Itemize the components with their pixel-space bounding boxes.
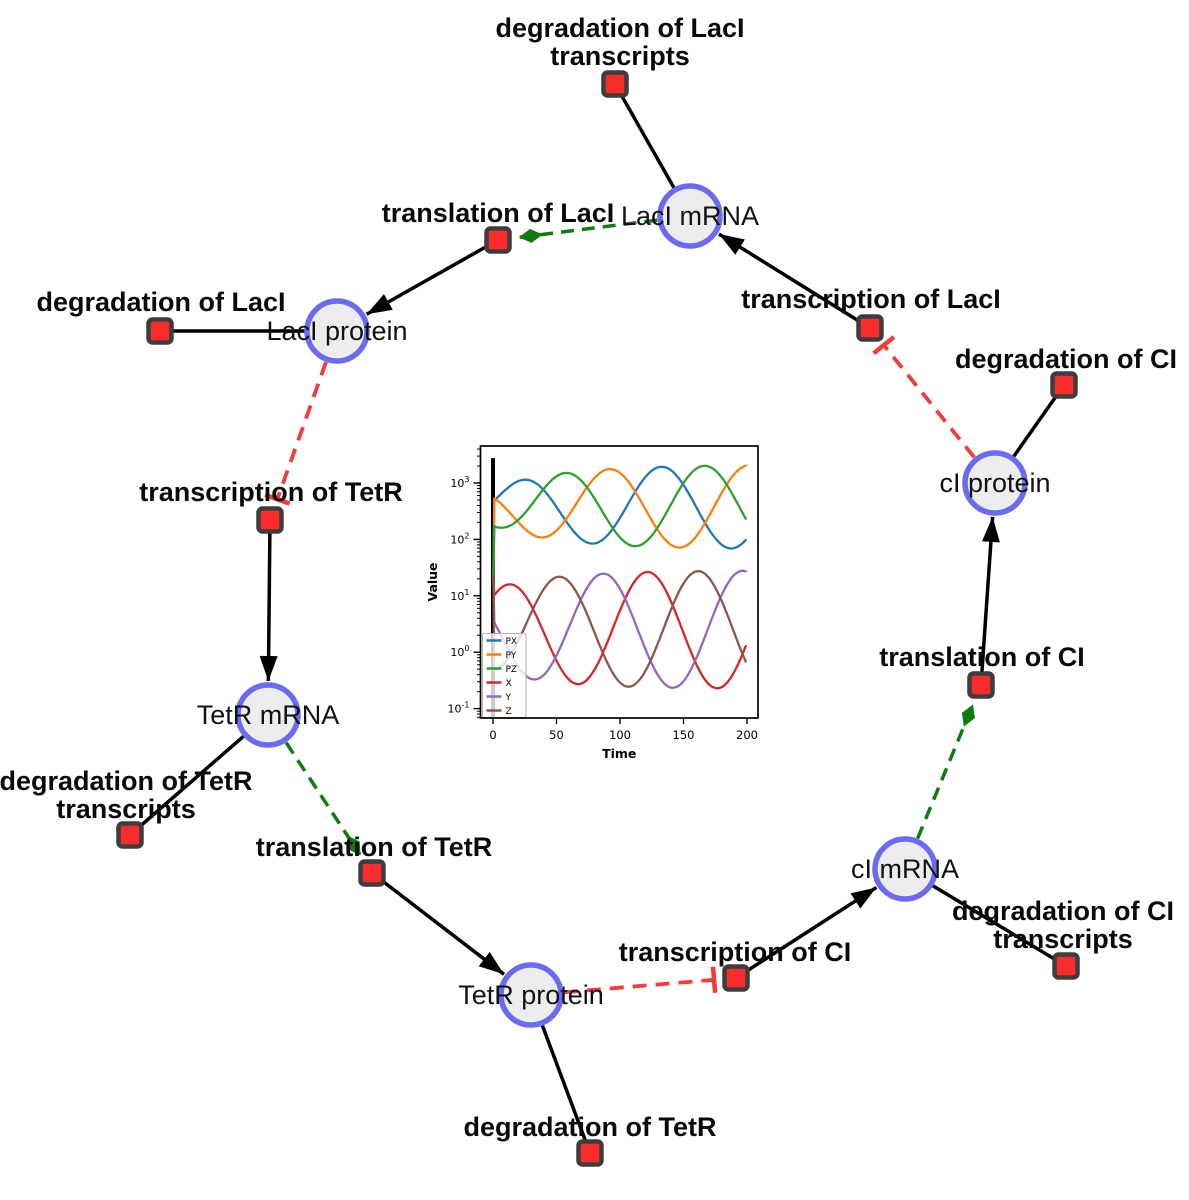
y-tick-label: 10-1 <box>448 701 470 716</box>
edge-tln_ci-ci_protein <box>979 516 1000 686</box>
species-label-laci_protein: LacI protein <box>266 316 407 346</box>
y-tick-exponent: 0 <box>464 644 469 653</box>
reaction-label-deg_laci_tx-line1: transcripts <box>550 41 690 71</box>
y-axis-label: Value <box>425 562 440 601</box>
reaction-label-deg_tetr_tx-line1: transcripts <box>56 794 196 824</box>
legend-label-X: X <box>506 679 512 689</box>
reaction-node-deg_laci <box>146 317 174 345</box>
species-node-ci_mrna <box>872 836 938 902</box>
reaction-label-txn_laci-line0: transcription of LacI <box>741 284 1001 314</box>
legend-label-PY: PY <box>506 651 517 661</box>
species-label-ci_protein: cI protein <box>939 468 1050 498</box>
species-label-laci_mrna: LacI mRNA <box>621 201 759 231</box>
species-node-tetr_mrna <box>235 682 301 748</box>
edge-tln_laci-laci_protein <box>365 238 499 316</box>
reaction-label-deg_tetr_tx-line0: degradation of TetR <box>0 766 253 796</box>
reaction-node-txn_laci <box>856 314 884 342</box>
reaction-label-deg_laci_tx-line0: degradation of LacI <box>495 13 744 43</box>
reaction-label-txn_tetr-line0: transcription of TetR <box>139 477 403 507</box>
edge-tetr_protein-txn_ci-tbar <box>710 966 718 993</box>
legend-label-Y: Y <box>505 693 512 703</box>
inset-chart: 0 50 100 150 20010310210110010-1TimeValuePXP… <box>425 445 759 761</box>
legend-label-Z: Z <box>506 707 512 717</box>
reaction-label-deg_tetr-line0: degradation of TetR <box>464 1112 717 1142</box>
reaction-node-tln_laci <box>484 226 512 254</box>
y-tick-exponent: 3 <box>464 475 469 484</box>
edge-ci_mrna-tln_ci <box>915 704 975 840</box>
edge-ci_protein-txn_laci-tbar <box>872 335 896 356</box>
species-label-tetr_mrna: TetR mRNA <box>197 700 340 730</box>
y-tick-base: 10 <box>450 590 464 603</box>
edge-laci_protein-txn_tetr <box>275 361 328 500</box>
nodes-layer <box>116 70 1080 1167</box>
edge-tln_tetr-tetr_protein <box>370 871 506 976</box>
series-curve-PY <box>492 464 747 581</box>
reaction-node-txn_ci <box>722 964 750 992</box>
y-tick-exponent: -1 <box>462 701 470 710</box>
reaction-node-deg_tetr_tx <box>116 821 144 849</box>
reaction-label-tln_tetr-line0: translation of TetR <box>256 832 493 862</box>
y-tick-label: 101 <box>450 588 469 603</box>
edge-txn_tetr-tetr_mrna <box>259 519 278 682</box>
x-tick-label: 50 <box>549 728 564 742</box>
species-node-ci_protein <box>962 450 1028 516</box>
y-tick-base: 10 <box>448 703 462 716</box>
reaction-label-tln_laci-line0: translation of LacI <box>382 198 615 228</box>
x-axis-label: Time <box>602 746 636 761</box>
species-node-tetr_protein <box>498 962 564 1028</box>
y-tick-base: 10 <box>450 533 464 546</box>
edge-laci_protein-txn_tetr-tbar <box>264 492 291 506</box>
reaction-label-tln_ci-line0: translation of CI <box>879 642 1085 672</box>
reaction-node-deg_ci_tx <box>1052 952 1080 980</box>
x-tick-label: 200 <box>736 728 758 742</box>
species-node-laci_protein <box>304 298 370 364</box>
edge-tetr_mrna-tln_tetr <box>284 741 362 856</box>
edge-txn_ci-ci_mrna <box>735 885 878 980</box>
y-tick-exponent: 2 <box>464 531 469 540</box>
reaction-node-deg_tetr <box>576 1139 604 1167</box>
series-curve-Y <box>492 569 747 689</box>
reaction-label-deg_ci_tx-line1: transcripts <box>993 924 1133 954</box>
series-curve-Z <box>492 570 747 688</box>
reaction-label-deg_ci-line0: degradation of CI <box>955 344 1177 374</box>
species-node-laci_mrna <box>657 183 723 249</box>
legend-label-PZ: PZ <box>506 665 518 675</box>
x-tick-label: 150 <box>673 728 695 742</box>
series-curve-PX <box>492 465 747 581</box>
x-tick-label: 0 <box>489 728 496 742</box>
edge-txn_laci-laci_mrna <box>717 232 871 330</box>
species-label-tetr_protein: TetR protein <box>458 980 604 1010</box>
x-tick-label: 100 <box>609 728 631 742</box>
y-tick-base: 10 <box>450 477 464 490</box>
y-tick-label: 102 <box>450 531 469 546</box>
reaction-node-deg_ci <box>1050 371 1078 399</box>
edge-laci_mrna-tln_laci <box>518 218 658 243</box>
reaction-label-deg_ci_tx-line0: degradation of CI <box>952 896 1174 926</box>
edge-tetr_protein-txn_ci <box>563 977 715 995</box>
edge-ci_protein-txn_laci <box>882 343 976 459</box>
labels-layer: LacI mRNA LacI protein TetR mRNA TetR prote… <box>0 13 1177 1142</box>
y-tick-exponent: 1 <box>464 588 469 597</box>
reaction-node-tln_tetr <box>358 859 386 887</box>
y-tick-label: 100 <box>450 644 469 659</box>
legend-label-PX: PX <box>506 637 518 647</box>
chart-legend: PX PY PZ XYZ <box>482 633 527 718</box>
chart-frame <box>479 445 759 719</box>
y-tick-label: 103 <box>450 475 469 490</box>
legend-box <box>482 633 527 718</box>
reaction-node-txn_tetr <box>256 506 284 534</box>
reaction-node-tln_ci <box>967 671 995 699</box>
series-curve-PZ <box>492 464 747 581</box>
species-label-ci_mrna: cI mRNA <box>851 854 959 884</box>
y-tick-base: 10 <box>450 646 464 659</box>
reaction-node-deg_laci_tx <box>601 70 629 98</box>
series-curve-X <box>492 570 747 690</box>
reaction-label-txn_ci-line0: transcription of CI <box>619 937 852 967</box>
reaction-label-deg_laci-line0: degradation of LacI <box>36 287 285 317</box>
